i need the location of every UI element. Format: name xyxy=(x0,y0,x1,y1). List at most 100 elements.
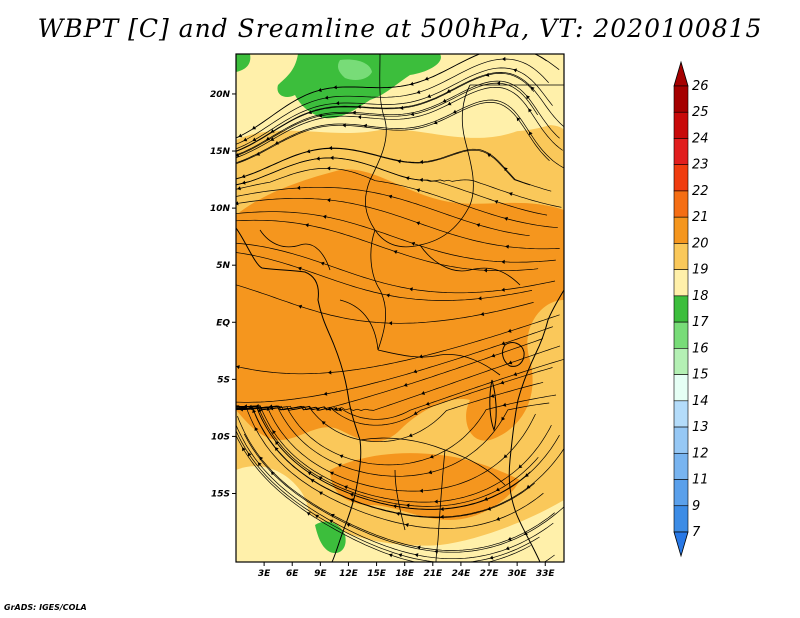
colorbar-label: 18 xyxy=(692,289,709,304)
colorbar-swatch xyxy=(673,452,689,480)
streamline-arrow xyxy=(357,115,362,120)
streamline-arrow xyxy=(298,304,303,309)
coastline-west-africa xyxy=(236,227,362,562)
streamline-arrow xyxy=(252,137,257,142)
streamline-arrow xyxy=(266,406,271,411)
streamline-arrow xyxy=(392,504,397,509)
streamline xyxy=(236,54,560,139)
streamline-arrow xyxy=(507,328,512,333)
colorbar-swatch xyxy=(673,400,689,428)
streamline-arrow xyxy=(319,491,323,496)
colorbar-label: 13 xyxy=(692,420,709,435)
streamline-arrow xyxy=(501,287,505,292)
streamline-arrow xyxy=(528,108,532,113)
streamline-arrows xyxy=(236,56,535,562)
coastlines-borders xyxy=(236,54,564,562)
streamline-arrow xyxy=(529,131,533,136)
wbpt-shading xyxy=(236,54,564,562)
streamline xyxy=(236,314,560,375)
wbpt-zone-17-18-west xyxy=(236,54,251,72)
streamline xyxy=(236,406,531,510)
colorbar-swatch xyxy=(673,374,689,402)
streamline-arrow xyxy=(502,402,507,407)
streamline-arrow xyxy=(256,151,261,156)
streamline-arrow xyxy=(328,146,333,151)
streamline-arrow xyxy=(526,484,531,489)
streamline-arrow xyxy=(409,287,413,292)
streamline-arrow xyxy=(424,76,429,81)
streamline-arrow xyxy=(526,95,530,100)
lon-tick-label: 21E xyxy=(423,569,443,579)
colorbar-swatch xyxy=(673,295,689,323)
streamline-arrow xyxy=(270,137,275,141)
streamline-arrow xyxy=(427,94,432,98)
streamline-arrow xyxy=(487,506,492,511)
colorbar-label: 19 xyxy=(692,263,709,278)
streamline-arrow xyxy=(508,360,513,365)
streamline xyxy=(543,554,555,562)
streamline-arrow xyxy=(525,473,529,477)
wbpt-zone-17-18-north xyxy=(277,54,441,119)
latitude-axis: 20N 15N 10N 5N EQ 5S 10S 15S xyxy=(210,90,236,500)
colorbar-label: 20 xyxy=(692,236,709,251)
streamline-arrow xyxy=(485,72,490,77)
streamline xyxy=(236,211,556,263)
streamline-arrow xyxy=(513,68,518,73)
streamline xyxy=(243,433,564,553)
streamline-arrow xyxy=(494,200,499,204)
colorbar-label: 25 xyxy=(692,105,709,120)
lon-tick-label: 30E xyxy=(508,569,528,579)
streamline-arrow xyxy=(357,104,361,109)
lake-tanganyika xyxy=(489,379,497,432)
streamline-arrow xyxy=(421,391,426,395)
colorbar-swatch xyxy=(673,138,689,166)
streamline-arrow xyxy=(274,140,279,145)
streamline-arrow xyxy=(270,471,275,476)
streamline-arrow xyxy=(504,167,508,172)
streamline-arrow xyxy=(405,176,410,181)
colorbar-swatch xyxy=(673,111,689,139)
streamline xyxy=(236,394,557,466)
streamline-arrow xyxy=(259,456,264,461)
streamline-arrow xyxy=(516,117,521,122)
streamline-arrow xyxy=(496,516,501,521)
streamline-arrow xyxy=(408,433,413,438)
streamline-arrow xyxy=(396,511,400,516)
streamline xyxy=(239,407,552,503)
streamline-arrow xyxy=(476,223,481,228)
streamline xyxy=(236,434,531,562)
streamline-arrow xyxy=(272,430,277,434)
streamline-arrow xyxy=(446,89,451,93)
map-frame xyxy=(235,53,565,563)
streamline-arrow xyxy=(330,471,334,476)
streamline xyxy=(236,82,538,157)
streamline-arrow xyxy=(352,110,356,115)
streamline-arrow xyxy=(274,447,279,451)
streamline-arrow xyxy=(342,123,346,128)
streamline-arrow xyxy=(324,95,329,100)
streamline-arrow xyxy=(442,98,447,103)
streamline xyxy=(236,424,554,560)
colorbar-swatch xyxy=(673,243,689,270)
streamline-arrow xyxy=(393,250,398,254)
streamline xyxy=(236,381,544,443)
streamline-arrow xyxy=(508,192,513,196)
streamline-arrow xyxy=(337,463,342,468)
streamline-arrow xyxy=(518,464,523,469)
streamline xyxy=(236,86,563,159)
colorbar-swatch xyxy=(673,164,689,192)
streamline xyxy=(236,408,539,507)
lon-tick-label: 33E xyxy=(536,569,556,579)
streamline-arrow xyxy=(398,553,403,558)
lat-tick-label: 10S xyxy=(211,432,230,442)
map-title: WBPT [C] and Sreamline at 500hPa, VT: 20… xyxy=(37,14,763,43)
streamline-arrow xyxy=(416,221,421,226)
streamline-arrow xyxy=(530,86,535,91)
streamline-arrow xyxy=(403,382,408,387)
lon-tick-label: 9E xyxy=(314,569,327,579)
streamline-arrow xyxy=(413,369,418,374)
streamline-arrow xyxy=(500,380,505,385)
streamline-arrow xyxy=(254,427,259,431)
streamline-arrow xyxy=(501,416,506,421)
